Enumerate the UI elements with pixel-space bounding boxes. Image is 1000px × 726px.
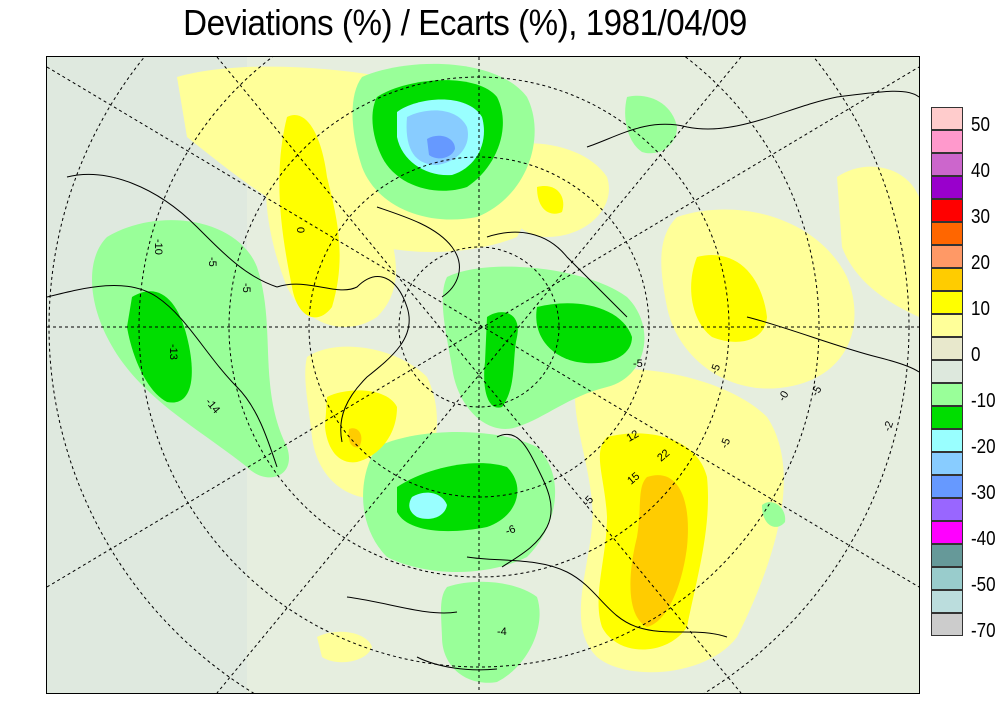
legend-swatch (931, 268, 963, 291)
legend-swatch (931, 429, 963, 452)
contour-label: -5 (719, 437, 734, 450)
legend-label: 40 (971, 159, 990, 182)
coastlines (47, 90, 919, 671)
contour-label: -10 (152, 239, 164, 255)
legend-label: 30 (971, 205, 990, 228)
legend-swatch (931, 452, 963, 475)
legend-label: 10 (971, 297, 990, 320)
contour-label: -5 (206, 257, 218, 267)
legend-swatch (931, 153, 963, 176)
legend-swatch (931, 521, 963, 544)
legend-swatch (931, 590, 963, 613)
legend-swatch (931, 176, 963, 199)
legend-label: 20 (971, 251, 990, 274)
legend-swatch (931, 314, 963, 337)
legend-label: 50 (971, 113, 990, 136)
legend-swatch (931, 199, 963, 222)
contour-label: -2 (882, 420, 897, 433)
legend-swatch (931, 544, 963, 567)
contour-label: -6 (504, 523, 517, 538)
legend-label: -10 (971, 389, 996, 412)
legend-swatch (931, 291, 963, 314)
legend-swatch (931, 475, 963, 498)
legend-label: -70 (971, 619, 996, 642)
legend-swatch (931, 222, 963, 245)
contour-label: -5 (709, 363, 724, 376)
contour-label: -5 (633, 358, 643, 370)
legend-label: -40 (971, 527, 996, 550)
legend-label: 0 (971, 343, 981, 366)
negative-strong-regions (397, 99, 484, 519)
legend-swatch (931, 406, 963, 429)
legend-swatch (931, 383, 963, 406)
legend-swatch (931, 337, 963, 360)
legend-swatch (931, 130, 963, 153)
legend-label: -20 (971, 435, 996, 458)
legend-swatch (931, 567, 963, 590)
legend-swatch (931, 245, 963, 268)
contour-label: -5 (240, 283, 252, 293)
contour-label: -4 (497, 626, 507, 638)
contour-label: 0 (294, 227, 306, 233)
legend-label: -50 (971, 573, 996, 596)
legend-swatch (931, 498, 963, 521)
map-canvas: -10 -5 0 -5 -13 -14 -5 -5 12 15 22 -5 -2… (47, 57, 919, 693)
polar-grid (47, 57, 919, 693)
legend-swatch (931, 107, 963, 130)
contour-label: 12 (625, 428, 642, 445)
polar-deviation-map: -10 -5 0 -5 -13 -14 -5 -5 12 15 22 -5 -2… (46, 56, 920, 694)
legend-label: -30 (971, 481, 996, 504)
positive-strong-regions (348, 428, 688, 627)
map-title: Deviations (%) / Ecarts (%), 1981/04/09 (183, 2, 747, 43)
legend-swatch (931, 613, 963, 636)
contour-label: -13 (167, 344, 179, 360)
legend-swatch (931, 360, 963, 383)
